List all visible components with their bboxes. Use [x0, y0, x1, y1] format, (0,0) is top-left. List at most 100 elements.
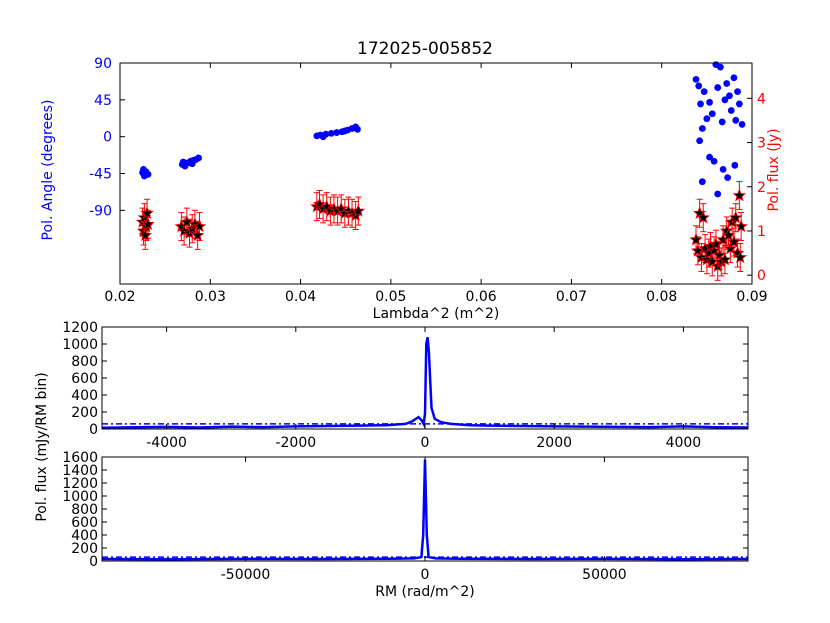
flux-point-14	[192, 219, 207, 233]
angle-point-49	[738, 120, 746, 128]
top-plot-frame	[119, 62, 753, 285]
middle-y-tick-label: 1200	[62, 320, 98, 336]
angle-point-50	[698, 178, 706, 186]
angle-point-38	[717, 63, 724, 71]
angle-point-53	[724, 174, 732, 181]
flux-point-44	[718, 252, 732, 266]
middle-y-tick-label: 1000	[62, 337, 98, 353]
top-y2-tick-label: 2	[757, 180, 766, 196]
angle-point-46	[732, 116, 740, 124]
angle-point-48	[735, 100, 743, 108]
top-y-tick-label: 90	[94, 56, 112, 72]
flux-point-27	[351, 204, 366, 217]
bottom-y-tick-label: 1600	[62, 450, 98, 466]
flux-point-9	[180, 214, 194, 228]
bottom-y-tick-label: 1400	[62, 463, 98, 479]
angle-point-27	[695, 82, 703, 90]
top-y2-tick-label: 4	[757, 91, 766, 107]
angle-point-39	[718, 118, 726, 126]
angle-point-45	[730, 74, 738, 82]
flux-point-54	[733, 250, 748, 264]
angle-point-28	[697, 100, 704, 108]
top-x-tick-label: 0.02	[104, 289, 135, 305]
angle-point-31	[700, 88, 708, 96]
top-panel: 0.02 0.03 0.04 0.05 0.06 0.07 0.08 0.09 90 45 0 -45…	[40, 56, 782, 322]
middle-y-tick-label: 400	[71, 388, 98, 404]
flux-point-32	[696, 210, 711, 224]
angle-point-12	[179, 158, 187, 166]
top-y-tick-label: -90	[89, 203, 112, 219]
flux-point-46	[721, 228, 736, 242]
angle-point-3	[144, 170, 152, 178]
angle-point-23	[354, 125, 361, 133]
top-y-label: Pol. Angle (degrees)	[40, 100, 56, 241]
bottom-x-tick-label: -50000	[221, 567, 271, 583]
top-x-tick-label: 0.06	[466, 289, 497, 305]
middle-y-tick-label: 800	[71, 354, 98, 370]
flux-point-52	[732, 188, 747, 202]
angle-point-18	[333, 129, 341, 136]
middle-y-tick-label: 200	[71, 405, 98, 421]
bottom-y-tick-label: 200	[71, 541, 98, 557]
bottom-y-tick-label: 1200	[62, 476, 98, 492]
angle-point-11	[195, 154, 202, 162]
top-x-tick-label: 0.08	[646, 289, 677, 305]
top-y-tick-label: 45	[94, 93, 112, 109]
flux-point-5	[140, 206, 154, 219]
top-x-tick-label: 0.07	[556, 289, 587, 305]
angle-point-34	[708, 110, 716, 118]
flux-point-13	[190, 228, 205, 242]
angle-point-32	[703, 115, 711, 123]
top-x-tick-label: 0.09	[736, 289, 767, 305]
angle-point-30	[696, 137, 704, 145]
middle-x-tick-label: -2000	[275, 435, 316, 451]
angle-point-26	[692, 75, 700, 83]
angle-point-41	[721, 96, 729, 104]
angle-point-4	[140, 166, 147, 173]
angle-point-25	[341, 127, 349, 135]
bottom-y-tick-label: 800	[71, 502, 98, 518]
top-y-tick-label: 0	[103, 130, 112, 146]
flux-point-28	[689, 232, 703, 246]
bottom-x-label: RM (rad/m^2)	[375, 584, 474, 600]
angle-point-37	[714, 84, 722, 91]
top-ticks: 0.02 0.03 0.04 0.05 0.06 0.07 0.08 0.09 90 45 0 -45…	[89, 56, 767, 305]
flux-point-6	[141, 217, 155, 231]
angle-point-43	[726, 92, 733, 100]
middle-series	[101, 336, 749, 429]
angle-point-44	[727, 107, 735, 114]
top-y2-tick-label: 0	[757, 268, 766, 284]
bottom-series	[101, 459, 749, 561]
angle-point-35	[710, 157, 718, 165]
middle-x-tick-label: 4000	[666, 435, 702, 451]
angle-point-42	[723, 80, 731, 87]
flux-point-50	[728, 210, 743, 224]
angle-point-33	[706, 98, 713, 106]
angle-point-54	[731, 161, 739, 169]
bottom-ticks: -50000 0 500000200400600800100012001400160…	[62, 450, 748, 583]
chart-title: 172025-005852	[357, 39, 493, 59]
flux-point-53	[734, 219, 748, 233]
top-x-tick-label: 0.03	[195, 289, 226, 305]
middle-rm-spectrum	[101, 336, 749, 429]
bottom-panel: -50000 0 500000200400600800100012001400160…	[34, 372, 749, 600]
angle-point-24	[319, 133, 327, 141]
angle-point-40	[719, 166, 727, 173]
angle-point-47	[734, 88, 741, 96]
middle-x-tick-label: 2000	[536, 435, 572, 451]
top-y2-label: Pol. flux (Jy)	[766, 128, 782, 211]
middle-x-tick-label: -4000	[146, 435, 187, 451]
middle-y-tick-label: 600	[71, 371, 98, 387]
bottom-x-tick-label: 0	[421, 567, 430, 583]
bottom-x-tick-label: 50000	[582, 567, 627, 583]
bottom-rm-spectrum	[101, 459, 749, 561]
middle-y-tick-label: 0	[89, 422, 98, 438]
top-x-label: Lambda^2 (m^2)	[373, 306, 500, 322]
angle-point-29	[698, 125, 706, 132]
flux-point-49	[727, 234, 741, 248]
angle-point-17	[327, 129, 335, 137]
angle-point-52	[714, 190, 722, 198]
flux-point-3	[138, 228, 153, 242]
